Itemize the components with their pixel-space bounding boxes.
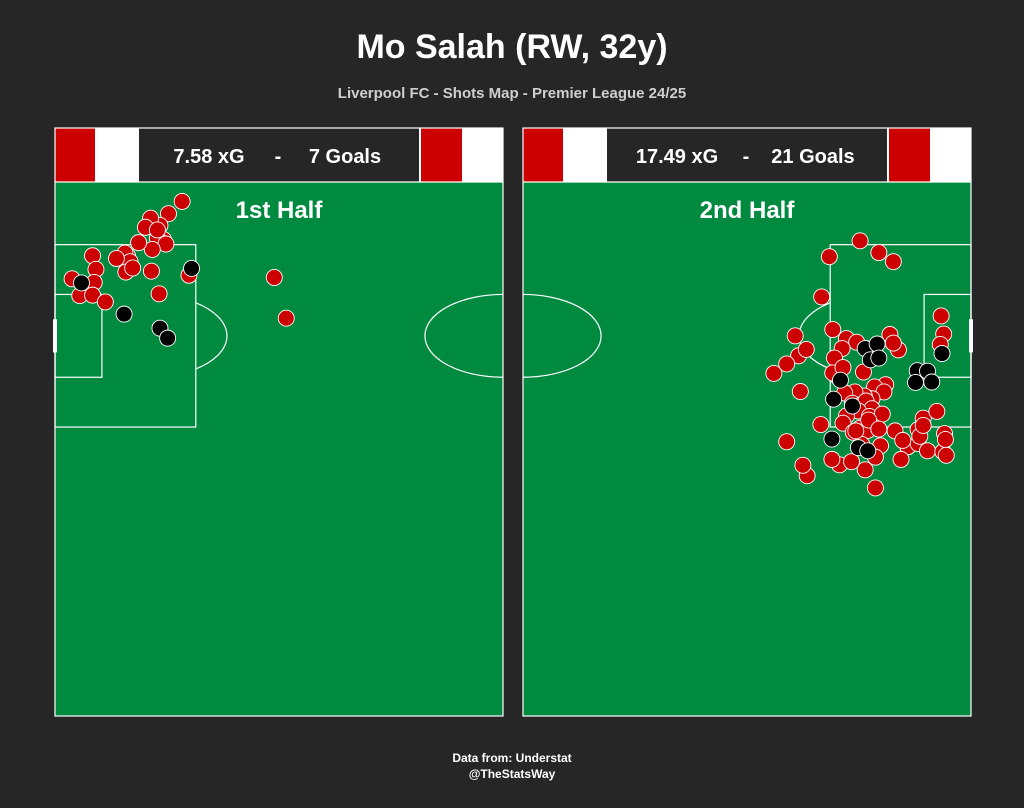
shot-point: [265, 269, 283, 286]
goal-shot-point: [870, 349, 888, 367]
shot-point: [96, 293, 114, 311]
goal-shot-point: [859, 442, 877, 460]
shot-point: [107, 250, 125, 267]
shot-point: [847, 422, 865, 440]
goal-shot-point: [159, 329, 177, 347]
shot-point: [870, 420, 888, 438]
goal-shot-point: [907, 374, 924, 391]
shot-point: [936, 431, 954, 448]
xg-value: 7.58 xG: [173, 146, 244, 168]
shot-point: [870, 244, 888, 262]
banner-red-stripe: [421, 128, 462, 182]
shot-point: [820, 248, 838, 266]
goal-shot-point: [73, 274, 90, 292]
chart-subtitle: Liverpool FC - Shots Map - Premier Leagu…: [337, 85, 687, 102]
first-half-pitch: 7.58 xG - 7 Goals 1st Half: [53, 127, 504, 717]
banner-red-stripe: [523, 128, 563, 182]
shot-point: [786, 327, 804, 345]
summary-separator: -: [743, 146, 750, 168]
centre-circle: [522, 293, 602, 378]
chart-title: Mo Salah (RW, 32y): [356, 28, 668, 66]
goal-shot-point: [183, 259, 200, 277]
shot-point: [124, 259, 142, 277]
shot-point: [797, 340, 815, 358]
shot-point: [148, 221, 166, 239]
shot-point: [277, 309, 295, 327]
author-handle: @TheStatsWay: [468, 767, 556, 781]
shot-point: [791, 383, 809, 400]
shot-point: [813, 288, 831, 306]
shot-point: [778, 433, 796, 451]
shot-point: [824, 321, 842, 338]
goals-value: 21 Goals: [771, 146, 854, 168]
shot-point: [843, 453, 860, 471]
data-source-note: Data from: Understat: [452, 751, 572, 765]
goal-shot-point: [115, 305, 133, 323]
goal-shot-point: [868, 335, 886, 353]
shot-point: [892, 450, 910, 468]
goal-shot-point: [825, 390, 843, 408]
banner-red-stripe: [889, 128, 930, 182]
shot-point: [173, 193, 191, 210]
shot-point: [914, 416, 932, 434]
goal-shot-point: [831, 371, 849, 389]
shot-point: [932, 307, 950, 325]
shot-point: [778, 355, 796, 373]
shot-point: [150, 285, 168, 303]
shot-point: [142, 262, 160, 280]
summary-separator: -: [275, 146, 282, 168]
shot-point: [823, 450, 841, 468]
shot-point: [919, 442, 936, 460]
banner-red-stripe: [55, 128, 95, 182]
shot-point: [884, 253, 902, 271]
summary-box: [139, 128, 419, 182]
second-half-pitch: 17.49 xG -21 Goals 2nd Half: [522, 127, 973, 717]
shot-point: [866, 479, 884, 497]
shot-point: [856, 461, 874, 479]
shot-point: [851, 232, 869, 250]
shot-point: [937, 446, 955, 464]
goal-shot-point: [843, 397, 861, 415]
pitch-surface: [523, 182, 971, 716]
xg-value: 17.49 xG: [636, 146, 718, 168]
shot-point: [765, 364, 783, 382]
goal-shot-point: [823, 430, 841, 448]
shot-point: [794, 456, 812, 474]
goals-value: 7 Goals: [309, 146, 381, 168]
shot-point: [130, 234, 148, 252]
shot-point: [884, 334, 902, 352]
penalty-arc: [195, 302, 228, 370]
shot-point: [160, 205, 177, 223]
summary-box: [607, 128, 887, 182]
shot-point: [894, 431, 912, 449]
half-title: 1st Half: [236, 197, 324, 224]
shot-point: [143, 240, 161, 258]
centre-circle: [424, 293, 504, 378]
goal-shot-point: [933, 345, 951, 362]
half-title: 2nd Half: [700, 197, 796, 224]
shot-point: [928, 402, 946, 420]
shot-point: [812, 416, 830, 433]
goal-shot-point: [923, 373, 941, 391]
